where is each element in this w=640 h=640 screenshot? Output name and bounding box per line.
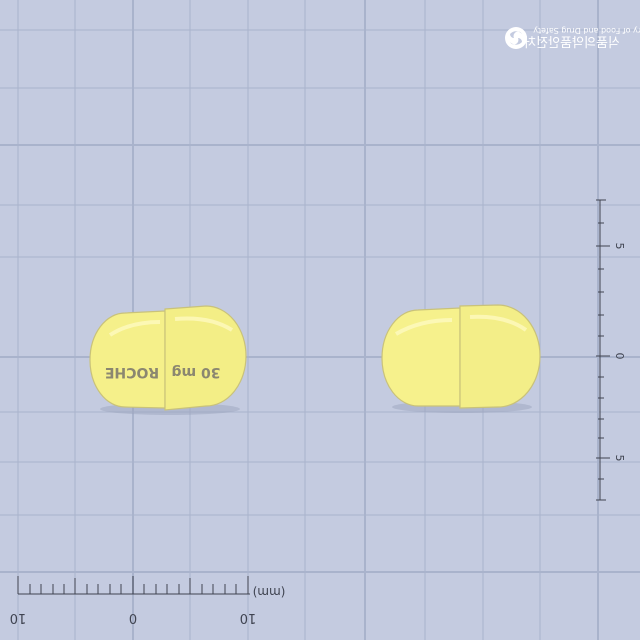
capsule-left-imprint-right: 30 mg <box>172 364 221 380</box>
scale-bottom-label-right: 10 <box>240 610 257 625</box>
scale-bottom-label-left: 10 <box>10 610 27 625</box>
watermark: Ministry of Food and Drug Safety 식품의약품안전… <box>505 26 640 51</box>
scale-bottom <box>17 576 250 595</box>
capsule-right-cap <box>459 304 541 409</box>
mfds-logo-icon <box>505 27 527 49</box>
capsule-left: ROCHE 30 mg <box>89 305 247 415</box>
scale-right-label-top: 5 <box>613 243 626 250</box>
scale-right-label-bottom: 5 <box>613 455 626 462</box>
scale-bottom-label-middle: 0 <box>129 610 137 625</box>
scale-bottom-unit: (mm) <box>253 585 286 599</box>
capsule-left-body <box>89 310 166 409</box>
watermark-korean-text: 식품의약품안전처 <box>524 36 620 51</box>
scale-right-label-middle: 0 <box>613 353 626 360</box>
capsule-left-imprint-left: ROCHE <box>105 364 159 380</box>
capsule-right <box>381 304 541 413</box>
watermark-english-text: Ministry of Food and Drug Safety <box>533 26 640 35</box>
scale-right <box>596 199 610 501</box>
capsule-left-cap <box>164 305 247 411</box>
